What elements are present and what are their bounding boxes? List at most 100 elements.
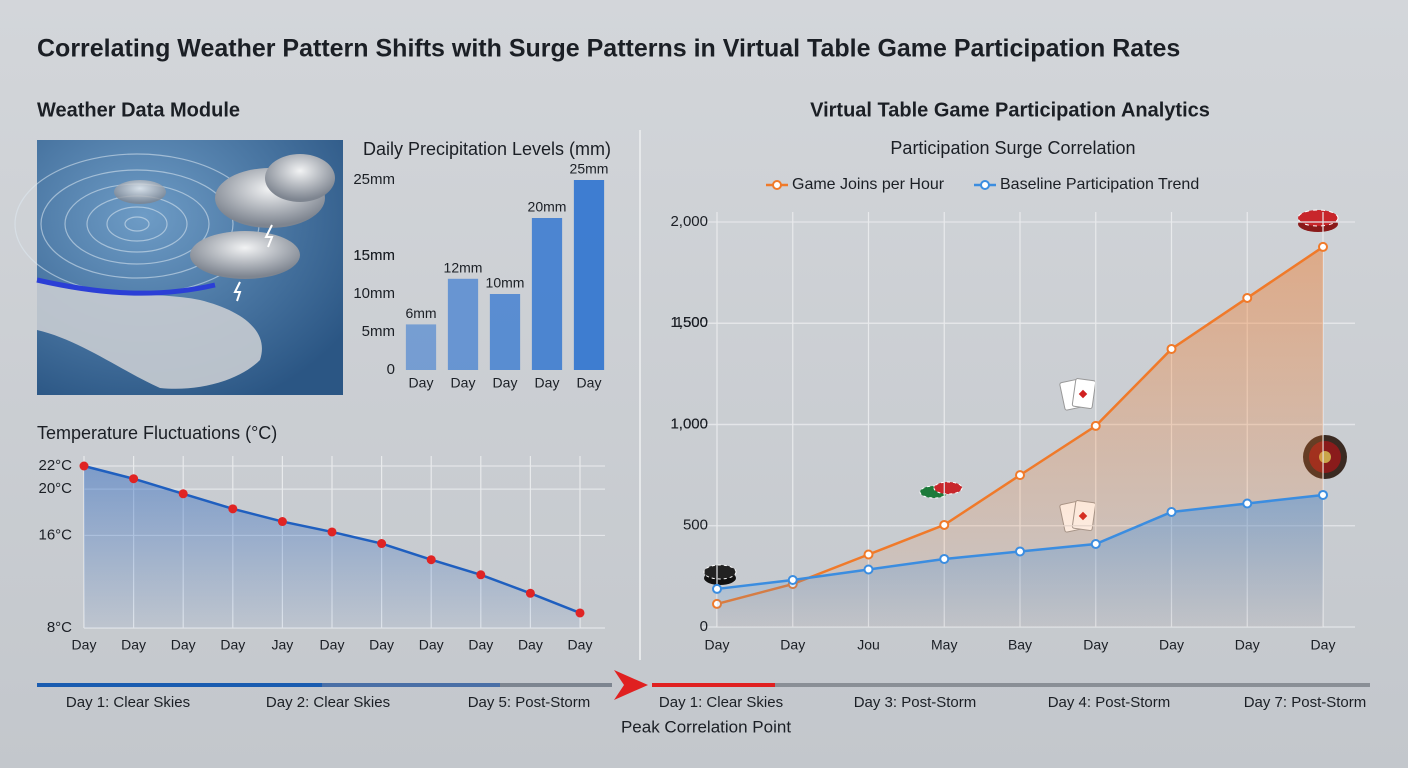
marker [1015,546,1025,557]
marker [1090,420,1101,431]
x-tick-label: May [931,637,957,653]
data-label: 10mm [486,275,525,291]
x-tick-label: Day [1235,637,1260,653]
x-tick-label: Day [220,637,245,653]
marker [1318,489,1328,500]
marker [863,549,874,560]
y-tick-label: 15mm [353,247,395,264]
weather-map [14,140,343,395]
x-tick-label: Day [780,637,805,653]
legend-swatch [772,180,782,190]
y-tick-label: 20°C [38,480,72,497]
timeline-label: Day 1: Clear Skies [659,694,783,711]
x-tick-label: Day [1083,637,1108,653]
y-tick-label: 8°C [47,619,72,636]
y-tick-label: 0 [387,361,395,378]
area [84,466,580,628]
page-title: Correlating Weather Pattern Shifts with … [37,35,1180,63]
marker [476,570,486,580]
x-tick-label: Day [577,375,602,391]
x-tick-label: Day [535,375,560,391]
timeline-caption: Peak Correlation Point [621,717,791,736]
legend-label: Baseline Participation Trend [1000,176,1199,193]
x-tick-label: Day [451,375,476,391]
marker [1242,292,1253,303]
marker [939,553,950,564]
bar [489,294,521,370]
marker [863,564,874,575]
y-tick-label: 25mm [353,171,395,188]
x-tick-label: Day [72,637,97,653]
x-tick-label: Day [518,637,543,653]
x-tick-label: Jou [857,637,880,653]
x-tick-label: Day [468,637,493,653]
x-tick-label: Day [369,637,394,653]
marker [1015,470,1025,481]
section-heading: Weather Data Module [37,99,240,121]
bar [531,218,563,370]
timeline-label: Day 1: Clear Skies [66,694,190,711]
x-tick-label: Day [409,375,434,391]
marker [1166,506,1177,517]
timeline-label: Day 7: Post-Storm [1244,694,1367,711]
y-tick-label: 16°C [38,526,72,543]
y-tick-label: 1500 [675,314,708,331]
marker [178,489,188,499]
data-label: 25mm [570,161,609,177]
chart-title: Participation Surge Correlation [890,138,1135,158]
timeline-label: Day 5: Post-Storm [468,694,591,711]
x-tick-label: Jay [272,637,294,653]
chart-title: Daily Precipitation Levels (mm) [363,139,611,159]
marker [228,504,238,514]
y-tick-label: 22°C [38,457,72,474]
y-tick-label: 15mm [353,247,395,264]
x-tick-label: Day [705,637,730,653]
x-tick-label: Day [568,637,593,653]
legend-label: Game Joins per Hour [792,176,945,193]
marker [939,519,950,530]
marker [1242,498,1253,509]
x-tick-label: Bay [1008,637,1032,653]
y-tick-label: 10mm [353,285,395,302]
timeline [37,670,1370,700]
x-tick-label: Day [419,637,444,653]
x-tick-label: Day [121,637,146,653]
marker [377,539,387,549]
y-tick-label: 1,500 [670,314,708,331]
marker [1318,241,1328,252]
y-tick-label: 2,000 [670,213,708,230]
marker [129,474,139,484]
chart-title: Temperature Fluctuations (°C) [37,423,277,443]
data-label: 20mm [528,199,567,215]
timeline-label: Day 3: Post-Storm [854,694,977,711]
y-tick-label: 1,500 [670,314,708,331]
x-tick-label: Day [171,637,196,653]
legend-swatch [980,180,990,190]
marker [79,461,89,471]
section-heading: Virtual Table Game Participation Analyti… [810,99,1210,121]
marker [327,527,337,537]
bar [405,324,437,370]
x-tick-label: Day [1311,637,1336,653]
marker [1166,343,1177,354]
y-tick-label: 1,000 [670,415,708,432]
y-tick-label: 500 [683,517,708,534]
y-tick-label: 1,000 [670,415,708,432]
marker [1090,538,1101,549]
timeline-label: Day 2: Clear Skies [266,694,390,711]
area [717,494,1323,627]
timeline-label: Day 4: Post-Storm [1048,694,1171,711]
marker [575,608,585,618]
marker [787,575,798,586]
y-tick-label: 0 [700,618,708,635]
data-label: 6mm [405,305,436,321]
marker [277,517,287,527]
x-tick-label: Day [493,375,518,391]
marker [426,555,436,565]
y-tick-label: 5mm [362,323,395,340]
data-label: 12mm [444,260,483,276]
marker [712,583,722,594]
x-tick-label: Day [320,637,345,653]
marker [525,588,535,598]
